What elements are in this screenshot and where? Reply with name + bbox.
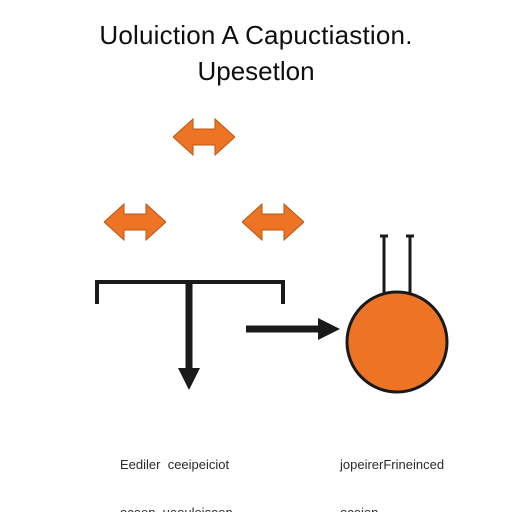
caption-left-line1: Eediler ceeipeiciot <box>120 457 233 473</box>
caption-right-line1: jopeirerFrineinced <box>340 457 444 473</box>
caption-right: jopeirerFrineinced oceien <box>340 425 444 512</box>
title-line-2: Upesetlon <box>0 56 512 87</box>
double-arrow-icon <box>173 115 235 159</box>
diagram-stage: Uoluiction A Capuctiastion. Upesetlon Ee… <box>0 0 512 512</box>
flask-icon <box>340 232 460 402</box>
double-arrow-icon <box>104 200 166 244</box>
arrow-right-icon <box>246 316 342 342</box>
caption-left-line2: oceen ueeuleiseen <box>120 505 233 512</box>
caption-left: Eediler ceeipeiciot oceen ueeuleiseen <box>120 425 233 512</box>
arrow-down-icon <box>176 282 202 392</box>
caption-right-line2: oceien <box>340 505 444 512</box>
double-arrow-icon <box>242 200 304 244</box>
title-line-1: Uoluiction A Capuctiastion. <box>0 20 512 51</box>
